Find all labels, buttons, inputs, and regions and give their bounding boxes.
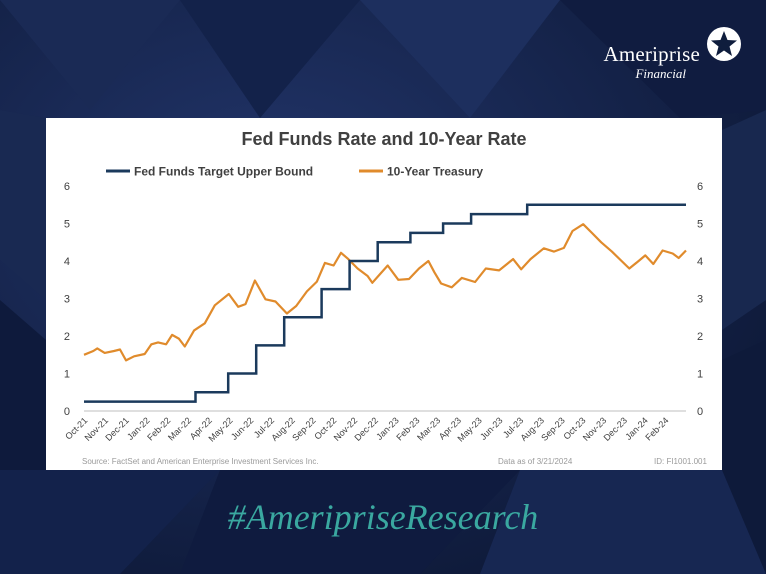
x-tick-label: Feb-24 [643,415,670,442]
y-axis-right: 0 1 2 3 4 5 6 [697,181,703,418]
chart-title: Fed Funds Rate and 10-Year Rate [241,129,526,149]
legend-fed-label: Fed Funds Target Upper Bound [134,165,313,179]
x-tick-label: Jun-22 [229,415,256,442]
x-tick-label: Dec-23 [602,415,630,443]
data-date: Data as of 3/21/2024 [498,457,573,466]
logo-name: Ameriprise [603,42,700,66]
figure-id: ID: FI1001.001 [654,457,707,466]
x-tick-label: Jun-23 [478,415,505,442]
source-note: Source: FactSet and American Enterprise … [82,457,319,466]
y-left-tick-label: 3 [64,294,70,306]
x-tick-label: Dec-21 [103,415,131,443]
x-tick-label: Mar-23 [415,415,442,442]
legend-treasury-label: 10-Year Treasury [387,165,483,179]
y-left-tick-label: 5 [64,219,70,231]
y-left-tick-label: 6 [64,181,70,193]
y-left-tick-label: 1 [64,369,70,381]
x-tick-label: Dec-22 [352,415,380,443]
y-left-tick-label: 0 [64,406,70,418]
y-right-tick-label: 1 [697,369,703,381]
x-tick-label: Mar-22 [166,415,193,442]
y-right-tick-label: 4 [697,256,703,268]
chart: Fed Funds Rate and 10-Year Rate Fed Fund… [63,129,707,466]
legend: Fed Funds Target Upper Bound 10-Year Tre… [106,165,483,179]
y-right-tick-label: 5 [697,219,703,231]
y-axis-left: 0 1 2 3 4 5 6 [64,181,70,418]
fed-funds-series-line [84,203,686,403]
logo-subtitle: Financial [635,66,686,81]
y-left-tick-label: 4 [64,256,70,268]
y-right-tick-label: 2 [697,331,703,343]
ameriprise-logo: Ameriprise Financial [574,24,744,84]
x-tick-label: Sep-22 [290,415,318,443]
y-right-tick-label: 0 [697,406,703,418]
hashtag: #AmeripriseResearch [227,497,539,537]
y-right-tick-label: 6 [697,181,703,193]
x-tick-label: Sep-23 [539,415,567,443]
y-right-tick-label: 3 [697,294,703,306]
chart-card: Fed Funds Rate and 10-Year Rate Fed Fund… [46,118,722,470]
y-left-tick-label: 2 [64,331,70,343]
star-icon [707,27,741,61]
treasury-series-line [83,223,687,362]
x-axis-ticks: Oct-21Nov-21Dec-21Jan-22Feb-22Mar-22Apr-… [63,415,670,443]
